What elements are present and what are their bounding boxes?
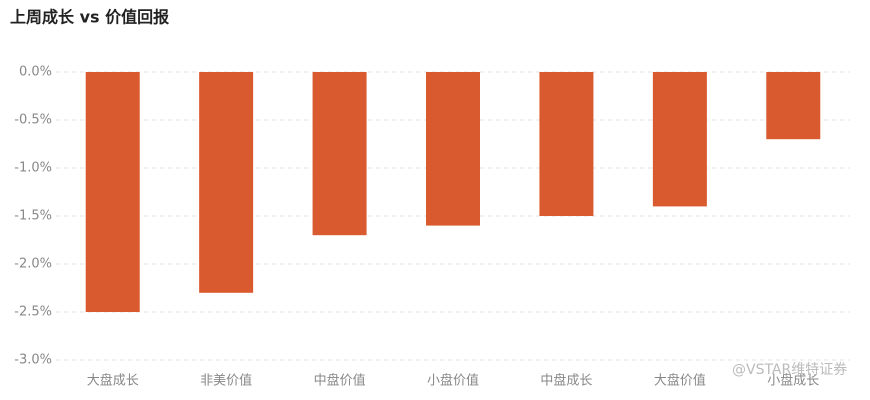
x-tick-label: 大盘成长	[87, 373, 139, 389]
y-tick-label: -1.5%	[14, 209, 52, 224]
bar	[539, 72, 594, 216]
bar	[766, 72, 821, 140]
x-tick-label: 小盘成长	[767, 373, 819, 389]
bar	[426, 72, 480, 226]
y-tick-label: -3.0%	[14, 353, 52, 368]
bar	[199, 72, 254, 293]
x-tick-label: 大盘价值	[654, 373, 706, 389]
y-tick-label: 0.0%	[19, 65, 52, 80]
chart-title: 上周成长 vs 价值回报	[10, 8, 169, 27]
watermark: @VSTAR维特证券	[732, 362, 847, 378]
x-tick-label: 中盘价值	[314, 373, 366, 389]
y-tick-label: -1.0%	[14, 161, 52, 176]
bar	[85, 72, 140, 312]
y-tick-label: -0.5%	[14, 113, 52, 128]
bar	[652, 72, 707, 207]
y-tick-label: -2.0%	[14, 257, 52, 272]
x-tick-label: 小盘价值	[427, 373, 479, 389]
y-tick-label: -2.5%	[14, 305, 52, 320]
bar	[312, 72, 367, 236]
x-tick-label: 非美价值	[200, 373, 252, 389]
x-tick-label: 中盘成长	[540, 373, 592, 389]
